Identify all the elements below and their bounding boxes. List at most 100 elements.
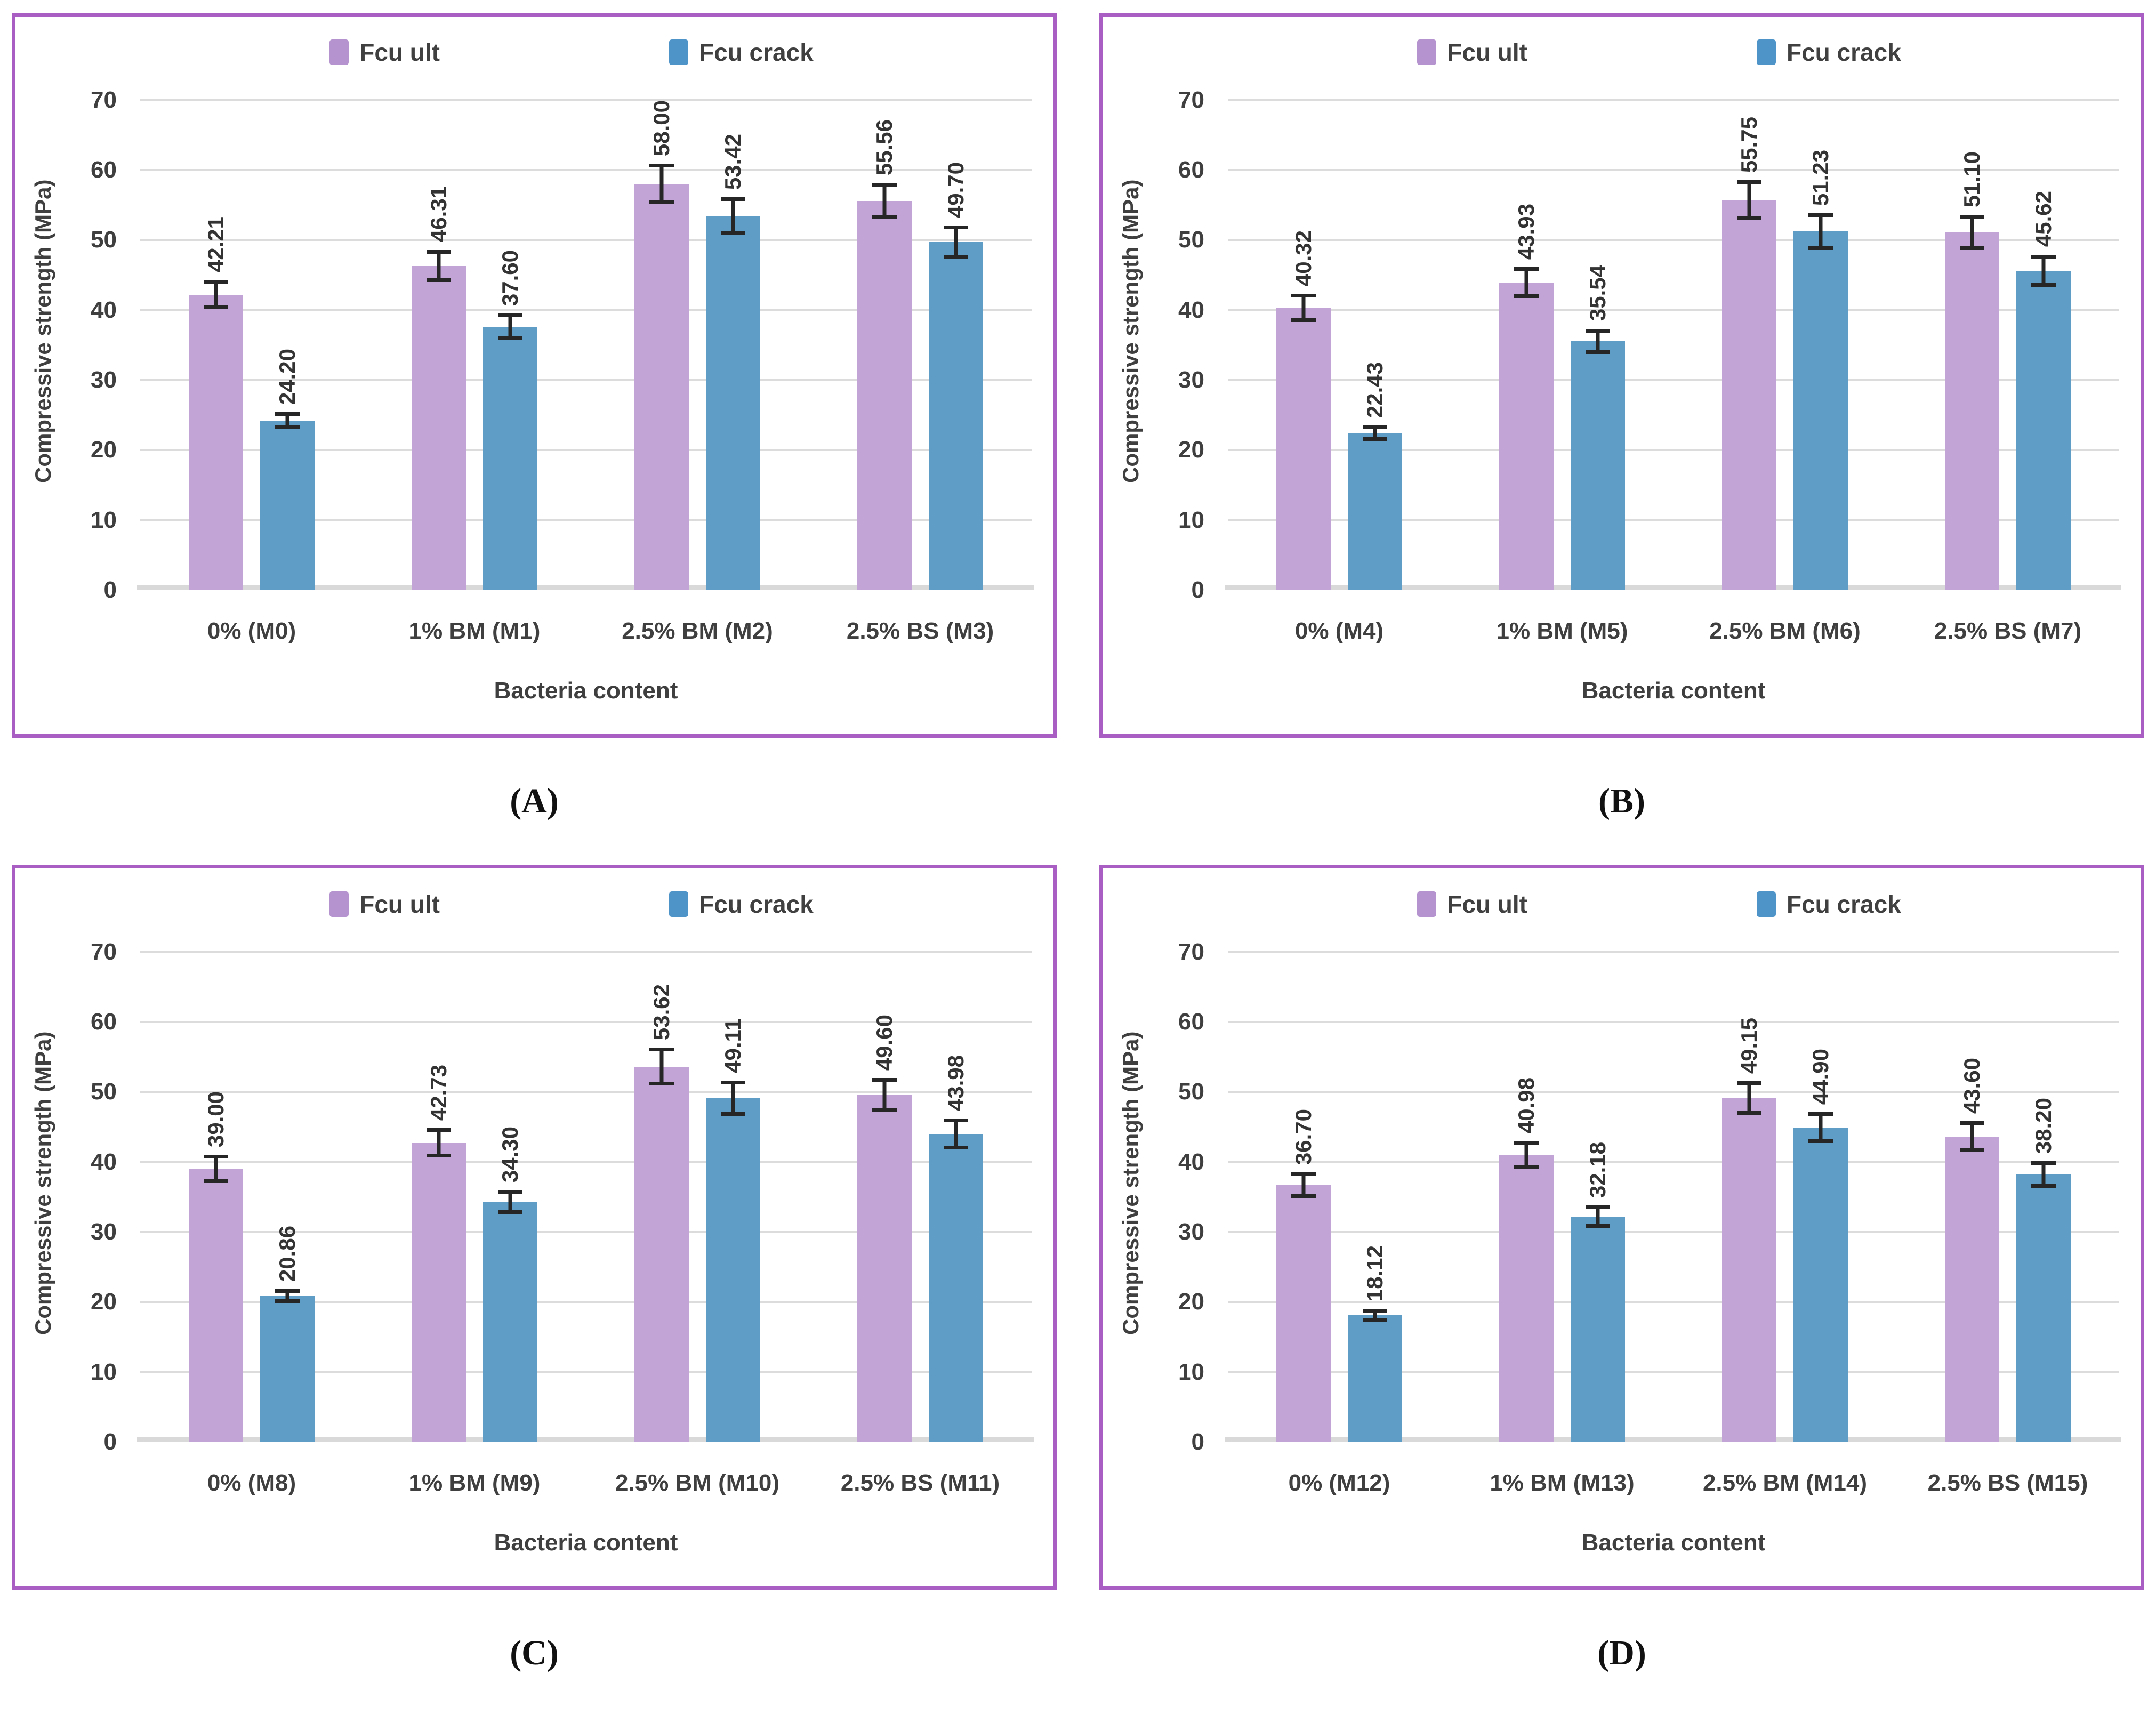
chart-panel-a: Fcu ult Fcu crack Compressive strength (MP… [12, 13, 1057, 738]
error-bar-cap [498, 313, 522, 318]
bar-value-label: 40.98 [1514, 1077, 1539, 1134]
gridline [1228, 1020, 2119, 1023]
bar-value-label: 49.11 [720, 1018, 745, 1074]
gridline [140, 239, 1032, 242]
plot-area: 36.70 18.12 40.98 32.18 49.15 44.90 43.60 38.20 [1225, 924, 2121, 1442]
bar [1793, 1128, 1848, 1442]
error-bar-cap [204, 1179, 228, 1183]
gridline [1228, 1371, 2119, 1373]
error-bar-cap [1363, 437, 1387, 441]
error-bar-cap [944, 255, 968, 259]
y-tick-label: 0 [103, 1429, 117, 1455]
bar-fcu-ult: 40.32 [1276, 72, 1331, 590]
fcu-ult-swatch-icon [1417, 891, 1437, 917]
legend-item-fcu-ult: Fcu ult [329, 890, 440, 919]
bar [1722, 199, 1776, 590]
y-tick-label: 70 [91, 938, 117, 965]
bar-group: 53.62 49.11 [586, 924, 809, 1442]
error-bar-cap [498, 1190, 522, 1194]
fcu-ult-swatch-icon [329, 891, 349, 917]
error-bar-cap [498, 1210, 522, 1214]
error-bar-cap [204, 1155, 228, 1159]
x-category-label: 2.5% BM (M14) [1702, 1470, 1868, 1496]
error-bar-cap [872, 1108, 897, 1112]
fcu-crack-swatch-icon [669, 891, 688, 917]
error-bar [427, 1128, 451, 1158]
error-bar [649, 164, 674, 205]
bar [2016, 270, 2071, 590]
error-bar [204, 1155, 228, 1183]
error-bar-line [659, 164, 664, 205]
bar [1793, 231, 1848, 590]
y-axis: 0 10 20 30 40 50 60 70 [1148, 924, 1228, 1453]
bar-fcu-crack: 51.23 [1793, 72, 1848, 590]
gridline [140, 449, 1032, 452]
bar-group: 46.31 37.60 [363, 72, 586, 590]
bar-fcu-ult: 39.00 [189, 924, 243, 1442]
error-bar-line [1301, 294, 1306, 322]
y-tick-label: 50 [1178, 227, 1204, 253]
error-bar-line [437, 250, 441, 282]
x-axis-title: Bacteria content [1581, 678, 1766, 704]
legend-label-fcu-ult: Fcu ult [1447, 890, 1527, 918]
x-category-label: 1% BM (M9) [408, 1470, 541, 1496]
error-bar-cap [1514, 1165, 1539, 1169]
bar-fcu-crack: 22.43 [1348, 72, 1402, 590]
gridline [140, 1230, 1032, 1233]
bar-fcu-crack: 37.60 [483, 72, 537, 590]
error-bar [944, 1119, 968, 1150]
gridline [1228, 309, 2119, 311]
bar-group: 51.10 45.62 [1896, 72, 2119, 590]
error-bar-line [882, 1077, 887, 1112]
error-bar-line [214, 1155, 218, 1183]
bar-value-label: 35.54 [1585, 265, 1610, 321]
error-bar-cap [1808, 246, 1833, 250]
error-bar [872, 183, 897, 220]
bar-fcu-crack: 35.54 [1571, 72, 1625, 590]
error-bar-cap [1960, 1148, 1984, 1153]
y-axis: 0 10 20 30 40 50 60 70 [1148, 72, 1228, 601]
error-bar-cap [1291, 1194, 1316, 1198]
bar [929, 242, 983, 590]
gridline [140, 379, 1032, 381]
bar [412, 265, 466, 590]
bar [1276, 308, 1331, 590]
bar-group: 42.21 24.20 [140, 72, 363, 590]
caption-c: (C) [510, 1634, 559, 1672]
error-bar-line [1747, 1081, 1751, 1115]
error-bar-cap [1514, 1141, 1539, 1145]
bar-value-label: 55.56 [872, 119, 897, 176]
error-bar-line [1301, 1172, 1306, 1198]
bar-value-label: 24.20 [275, 349, 300, 405]
legend-label-fcu-crack: Fcu crack [698, 890, 814, 918]
error-bar [1808, 1112, 1833, 1144]
y-tick-label: 60 [91, 1008, 117, 1035]
bar [189, 1169, 243, 1442]
error-bar-cap [204, 305, 228, 310]
error-bar-cap [944, 1146, 968, 1150]
bar-group: 49.60 43.98 [809, 924, 1032, 1442]
bar-value-label: 46.31 [426, 186, 451, 243]
bar-fcu-ult: 42.73 [412, 924, 466, 1442]
y-tick-label: 10 [1178, 506, 1204, 533]
gridline [140, 168, 1032, 171]
y-axis: 0 10 20 30 40 50 60 70 [60, 72, 140, 601]
y-axis: 0 10 20 30 40 50 60 70 [60, 924, 140, 1453]
error-bar [872, 1077, 897, 1112]
bar-fcu-crack: 53.42 [706, 72, 760, 590]
error-bar-line [1596, 1205, 1600, 1228]
fcu-crack-swatch-icon [669, 39, 688, 65]
x-axis-line [1225, 1437, 2121, 1442]
caption-d: (D) [1597, 1634, 1646, 1672]
bar [857, 201, 912, 590]
error-bar-cap [1808, 213, 1833, 217]
error-bar-cap [1737, 1111, 1761, 1115]
error-bar [427, 250, 451, 282]
error-bar-cap [944, 225, 968, 229]
error-bar [275, 1289, 300, 1303]
error-bar-cap [1291, 294, 1316, 298]
legend-label-fcu-ult: Fcu ult [359, 890, 440, 918]
error-bar-cap [1586, 328, 1610, 333]
error-bar [1363, 1309, 1387, 1322]
bar [2016, 1174, 2071, 1442]
